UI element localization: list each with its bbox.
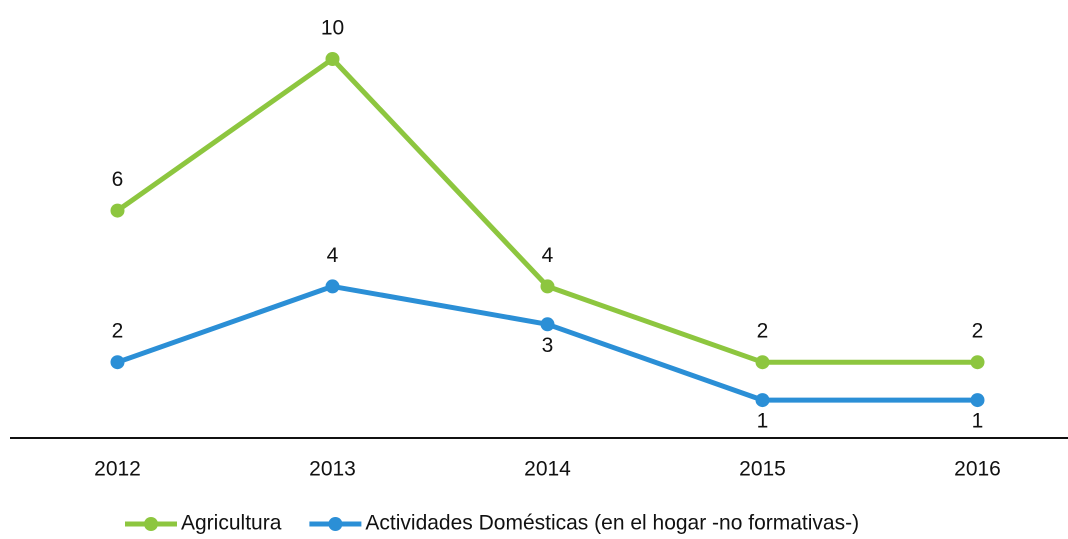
data-point [755, 393, 770, 408]
data-point [325, 279, 340, 294]
data-label: 1 [972, 410, 984, 433]
data-point [755, 355, 770, 370]
legend-label: Agricultura [181, 512, 282, 535]
data-point [540, 317, 555, 332]
x-tick-label: 2012 [94, 458, 141, 481]
data-label: 1 [757, 410, 769, 433]
data-label: 10 [321, 17, 344, 40]
legend-label: Actividades Domésticas (en el hogar -no … [365, 512, 859, 535]
data-point [970, 355, 985, 370]
data-label: 2 [112, 320, 124, 343]
data-label: 6 [112, 168, 124, 191]
data-point [970, 393, 985, 408]
legend-marker [328, 517, 343, 531]
data-label: 2 [757, 320, 769, 343]
x-tick-label: 2014 [524, 458, 571, 481]
x-tick-label: 2016 [954, 458, 1001, 481]
data-label: 3 [542, 334, 554, 357]
data-label: 2 [972, 320, 984, 343]
legend-marker [144, 517, 158, 531]
data-label: 4 [542, 244, 554, 267]
data-point [110, 203, 125, 218]
data-point [540, 279, 555, 294]
data-point [110, 355, 125, 370]
x-tick-label: 2013 [309, 458, 356, 481]
data-label: 4 [327, 244, 339, 267]
data-point [325, 52, 340, 66]
x-tick-label: 2015 [739, 458, 786, 481]
